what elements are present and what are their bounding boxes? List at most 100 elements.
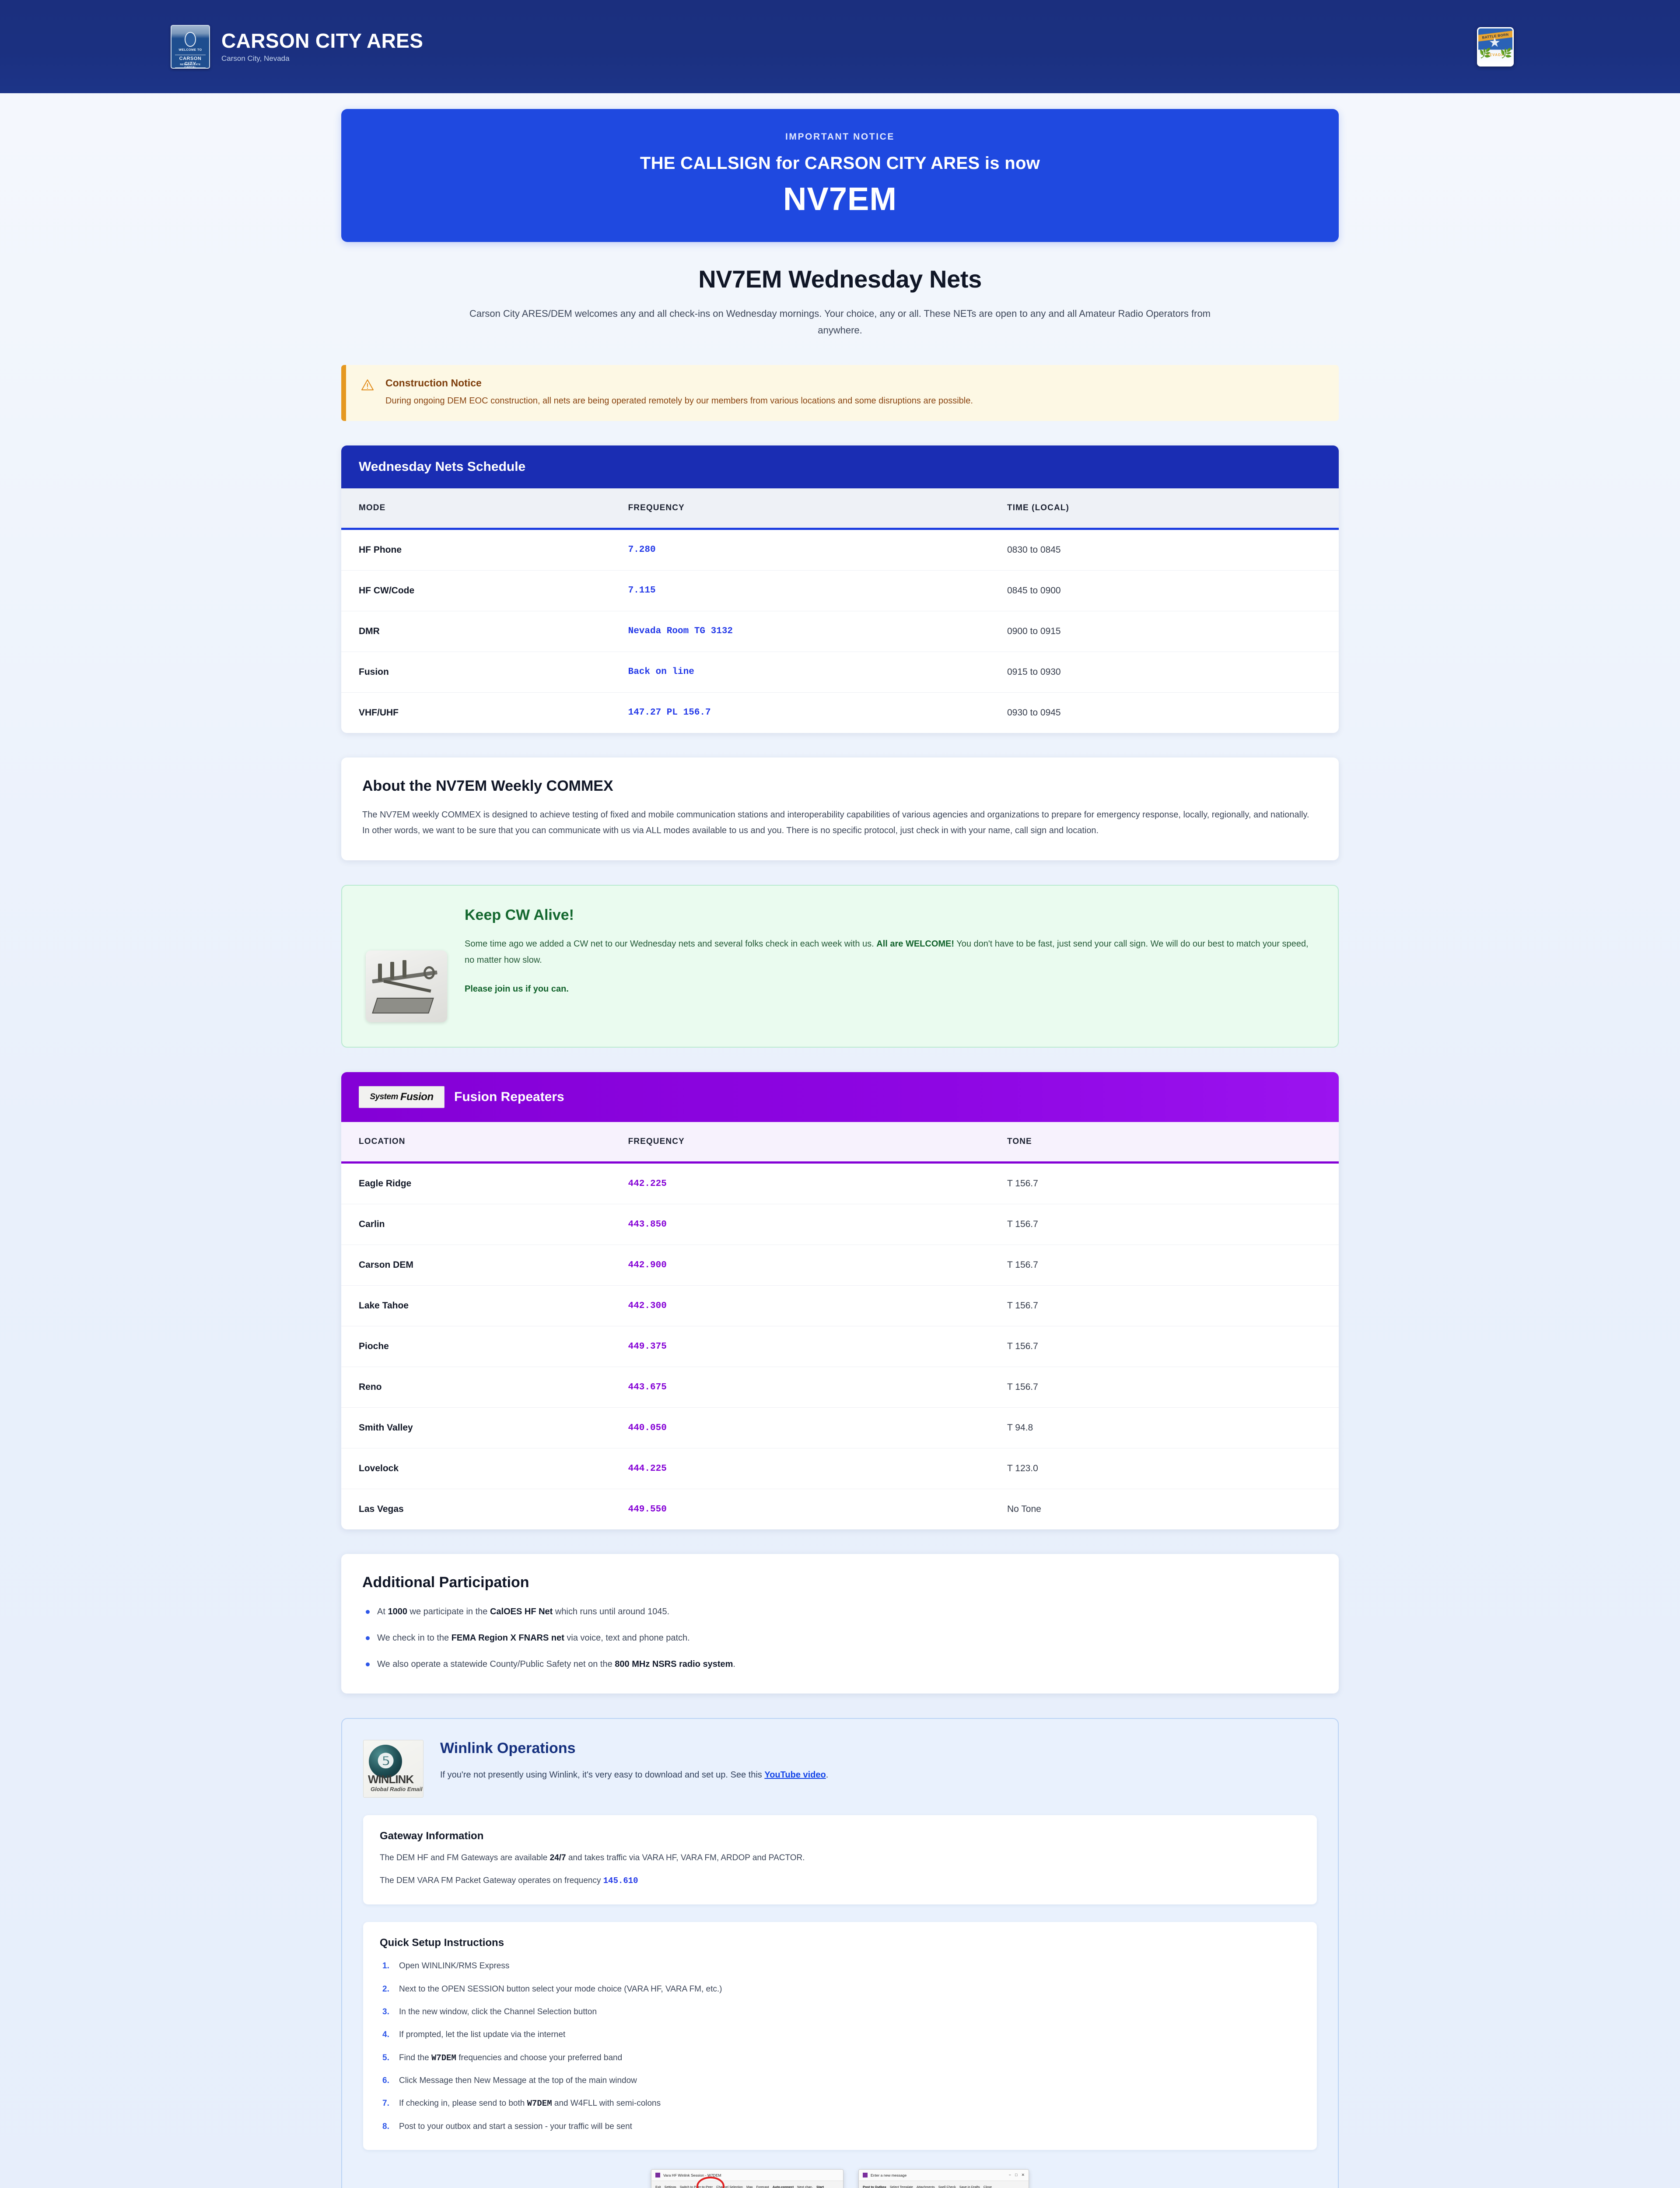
menu-spell-check[interactable]: Spell Check — [938, 2185, 956, 2188]
window-controls: − □ ✕ — [1009, 2173, 1025, 2177]
winlink-intro-post: . — [826, 1770, 829, 1780]
table-row: Eagle Ridge 442.225 T 156.7 — [341, 1162, 1339, 1205]
cell-frequency[interactable]: 442.225 — [610, 1162, 990, 1205]
menu-save-drafts[interactable]: Save in Drafts — [959, 2185, 980, 2188]
step-text: Post to your outbox and start a session … — [399, 2121, 632, 2131]
about-heading: About the NV7EM Weekly COMMEX — [362, 777, 613, 794]
cell-location: Eagle Ridge — [341, 1162, 611, 1205]
cell-tone: T 156.7 — [989, 1245, 1339, 1286]
cell-frequency[interactable]: Nevada Room TG 3132 — [610, 611, 990, 652]
cell-mode: VHF/UHF — [359, 707, 399, 718]
gateway-frequency: 145.610 — [603, 1876, 638, 1886]
quick-setup-box: Quick Setup Instructions Open WINLINK/RM… — [363, 1922, 1317, 2150]
cell-location: Smith Valley — [341, 1407, 611, 1449]
brand[interactable]: WELCOME TO CARSON CITY NEVADA STATE CAPI… — [171, 25, 423, 69]
menu-exit[interactable]: Exit — [655, 2185, 661, 2188]
site-title: CARSON CITY ARES — [221, 29, 424, 52]
col-frequency: FREQUENCY — [628, 1137, 685, 1147]
cell-location: Reno — [341, 1367, 611, 1408]
menu-channel-selection[interactable]: Channel Selection — [716, 2185, 743, 2188]
alert-text-wrap: Construction Notice During ongoing DEM E… — [385, 377, 973, 408]
shot-title: Vara HF Winlink Session - W7DEM — [663, 2173, 721, 2177]
item-mid: . — [733, 1659, 735, 1669]
cell-frequency[interactable]: Back on line — [610, 652, 990, 693]
cell-frequency[interactable]: 147.27 PL 156.7 — [628, 708, 711, 718]
list-item: At 1000 we participate in the CalOES HF … — [362, 1604, 1318, 1619]
menu-settings[interactable]: Settings — [664, 2185, 676, 2188]
cw-text-wrap: Keep CW Alive! Some time ago we added a … — [465, 907, 1314, 1022]
gateway-line1-post: and takes traffic via VARA HF, VARA FM, … — [566, 1853, 805, 1863]
cell-frequency[interactable]: 440.050 — [610, 1407, 990, 1449]
menu-close[interactable]: Close — [983, 2185, 992, 2188]
cell-frequency[interactable]: 449.375 — [610, 1326, 990, 1368]
cell-frequency[interactable]: 7.115 — [610, 570, 990, 611]
item-mid: via voice, text and phone patch. — [564, 1633, 690, 1643]
capitol-dome-icon — [185, 32, 196, 47]
cell-frequency[interactable]: 7.280 — [610, 529, 990, 571]
page-content: IMPORTANT NOTICE THE CALLSIGN for CARSON… — [341, 93, 1339, 2188]
cell-frequency[interactable]: 442.300 — [610, 1285, 990, 1327]
winlink-logo-word: WINLINK — [368, 1773, 414, 1786]
list-item: Click Message then New Message at the to… — [380, 2074, 1300, 2088]
col-tone: TONE — [1007, 1137, 1032, 1147]
menu-forecast[interactable]: Forecast — [756, 2185, 769, 2188]
table-row: Fusion Back on line 0915 to 0930 — [341, 652, 1339, 693]
cell-location: Carlin — [341, 1204, 611, 1245]
close-icon[interactable]: ✕ — [1021, 2173, 1025, 2177]
minimize-icon[interactable]: − — [1008, 2173, 1012, 2177]
cell-time: 0915 to 0930 — [989, 652, 1339, 693]
step-post: frequencies and choose your preferred ba… — [456, 2053, 623, 2062]
nets-header-row: MODE FREQUENCY TIME (LOCAL) — [341, 488, 1339, 529]
list-item: In the new window, click the Channel Sel… — [380, 2006, 1300, 2019]
shot-menubar: Exit Settings Switch to Peer-to-Peer Cha… — [651, 2177, 843, 2188]
additional-participation-card: Additional Participation At 1000 we part… — [341, 1554, 1339, 1694]
table-row: Lake Tahoe 442.300 T 156.7 — [341, 1285, 1339, 1327]
sagebrush-left-icon: 🌿 — [1479, 47, 1491, 59]
col-mode: MODE — [359, 503, 386, 512]
shot-menubar: Post to Outbox Select Template Attachmen… — [859, 2181, 1029, 2188]
cell-tone: T 156.7 — [989, 1285, 1339, 1327]
shot-titlebar: Vara HF Winlink Session - W7DEM — [651, 2170, 843, 2181]
maximize-icon[interactable]: □ — [1015, 2173, 1018, 2177]
menu-auto-connect[interactable]: Auto-connect — [772, 2185, 794, 2188]
cell-frequency[interactable]: 443.675 — [610, 1367, 990, 1408]
table-row: Reno 443.675 T 156.7 — [341, 1367, 1339, 1408]
cell-location: Lovelock — [341, 1448, 611, 1490]
list-item: We check in to the FEMA Region X FNARS n… — [362, 1630, 1318, 1645]
step-code: W7DEM — [431, 2053, 456, 2063]
youtube-video-link[interactable]: YouTube video — [764, 1770, 826, 1780]
cell-location: Lake Tahoe — [341, 1285, 611, 1327]
shot-titlebar: Enter a new message − □ ✕ — [859, 2170, 1029, 2181]
notice-line: THE CALLSIGN for CARSON CITY ARES is now — [640, 154, 1040, 173]
cell-frequency[interactable]: 443.850 — [610, 1204, 990, 1245]
item-pre: We check in to the — [377, 1633, 452, 1643]
fusion-table-head: LOCATION FREQUENCY TONE — [341, 1122, 1339, 1163]
step-code: W7DEM — [527, 2099, 552, 2109]
item-bold1: 1000 — [388, 1607, 407, 1617]
step-text: Click Message then New Message at the to… — [399, 2076, 637, 2086]
menu-post-to-outbox[interactable]: Post to Outbox — [863, 2185, 886, 2188]
city-sign-line1: WELCOME TO — [178, 48, 202, 52]
menu-start[interactable]: Start — [816, 2185, 824, 2188]
cell-time: 0900 to 0915 — [989, 611, 1339, 652]
cell-location: Las Vegas — [359, 1504, 404, 1515]
table-row: Las Vegas 449.550 No Tone — [341, 1489, 1339, 1530]
menu-p2p[interactable]: Switch to Peer-to-Peer — [679, 2185, 713, 2188]
cell-time: 0930 to 0945 — [1007, 707, 1061, 718]
menu-attachments[interactable]: Attachments — [916, 2185, 935, 2188]
cell-frequency[interactable]: 449.550 — [628, 1504, 667, 1515]
menu-map[interactable]: Map — [746, 2185, 753, 2188]
nets-table-heading: Wednesday Nets Schedule — [341, 445, 1339, 488]
additional-list: At 1000 we participate in the CalOES HF … — [362, 1604, 1318, 1672]
list-item: Open WINLINK/RMS Express — [380, 1960, 1300, 1973]
cell-frequency[interactable]: 442.900 — [610, 1245, 990, 1286]
table-row: HF Phone 7.280 0830 to 0845 — [341, 529, 1339, 571]
cell-frequency[interactable]: 444.225 — [610, 1448, 990, 1490]
gateway-heading: Gateway Information — [380, 1830, 484, 1842]
item-mid: we participate in the — [407, 1607, 490, 1617]
menu-select-template[interactable]: Select Template — [889, 2185, 913, 2188]
menu-next-chan[interactable]: Next chan. — [797, 2185, 813, 2188]
new-message-screenshot: Enter a new message − □ ✕ Post to Outbox… — [858, 2169, 1029, 2188]
page-title: NV7EM Wednesday Nets — [698, 265, 982, 293]
winlink-intro: If you're not presently using Winlink, i… — [440, 1767, 828, 1782]
